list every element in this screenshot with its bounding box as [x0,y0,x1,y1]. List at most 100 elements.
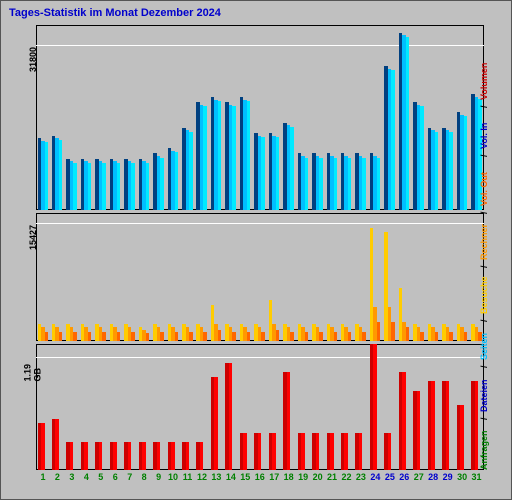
bar [362,332,366,341]
bar [391,322,395,341]
bar [359,433,363,470]
bar [232,106,236,210]
x-tick-label: 27 [412,472,426,482]
bar [362,158,366,210]
bar [229,363,233,470]
x-tick-label: 11 [181,472,195,482]
bar [247,101,251,210]
x-tick-label: 6 [108,472,122,482]
legend-item: / [479,105,489,108]
x-tick-label: 8 [137,472,151,482]
bar [200,442,204,470]
legend-item: / [479,365,489,368]
bar [128,442,132,470]
bar [146,163,150,210]
bar [348,332,352,341]
x-tick-label: 15 [238,472,252,482]
legend-item: Vol. Out [479,172,489,206]
x-tick-label: 29 [441,472,455,482]
bar [59,332,63,341]
x-tick-label: 9 [152,472,166,482]
legend-item: Dateien [479,379,489,412]
bar [175,152,179,210]
bar [131,163,135,210]
bar [348,158,352,210]
bar [102,163,106,210]
bar [406,37,410,210]
bar [203,332,207,341]
bar [146,333,150,341]
bar [113,442,117,470]
bar [475,381,479,470]
x-tick-label: 1 [36,472,50,482]
x-tick-label: 19 [296,472,310,482]
legend-item: / [479,154,489,157]
legend-item: / [479,211,489,214]
bar [290,332,294,341]
bar [435,132,439,210]
bar [464,116,468,210]
bar [45,142,49,210]
bar [290,127,294,210]
x-tick-label: 10 [166,472,180,482]
bar [391,70,395,210]
x-tick-label: 22 [339,472,353,482]
x-tick-label: 18 [282,472,296,482]
bar [446,381,450,470]
legend: Anfragen/Dateien/Seiten/Besuche/Rechner/… [481,25,509,470]
bar [73,163,77,210]
bar [420,332,424,341]
bar [88,163,92,210]
bar [99,442,103,470]
bar [258,433,262,470]
bar [142,442,146,470]
panel-top [36,25,484,210]
bar [449,332,453,341]
x-tick-label: 24 [368,472,382,482]
legend-item: Anfragen [479,430,489,470]
bar [261,332,265,341]
bar [272,433,276,470]
bar [45,332,49,341]
bar [41,423,45,470]
y-tick-label-middle: 15427 [28,225,38,250]
bar [243,433,247,470]
bar [117,163,121,210]
bar [435,332,439,341]
x-tick-label: 16 [253,472,267,482]
bar [344,433,348,470]
bar [117,332,121,341]
x-tick-label: 4 [79,472,93,482]
bar [449,132,453,210]
bar [189,132,193,210]
bar [59,140,63,210]
x-tick-label: 13 [209,472,223,482]
panel-middle [36,213,484,341]
bar [131,332,135,341]
bar [377,322,381,341]
x-tick-label: 23 [354,472,368,482]
x-tick-label: 14 [224,472,238,482]
legend-item: Besuche [479,276,489,314]
bar [218,101,222,210]
x-tick-label: 20 [311,472,325,482]
legend-item: Vol. In [479,123,489,149]
bar [160,158,164,210]
legend-item: Rechner [479,224,489,260]
x-tick-label: 5 [94,472,108,482]
panel-bottom [36,344,484,470]
bar [186,442,190,470]
legend-item: Volumen [479,63,489,100]
y-tick-label-bottom: 1.19 GB [23,364,43,382]
x-tick-label: 3 [65,472,79,482]
bar [88,332,92,341]
bar [157,442,161,470]
bar [276,137,280,210]
bar [175,332,179,341]
legend-item: / [479,417,489,420]
bar [73,332,77,341]
chart-title: Tages-Statistik im Monat Dezember 2024 [9,7,221,19]
bar [319,332,323,341]
x-tick-label: 17 [267,472,281,482]
y-tick-label-top: 31800 [28,47,38,72]
